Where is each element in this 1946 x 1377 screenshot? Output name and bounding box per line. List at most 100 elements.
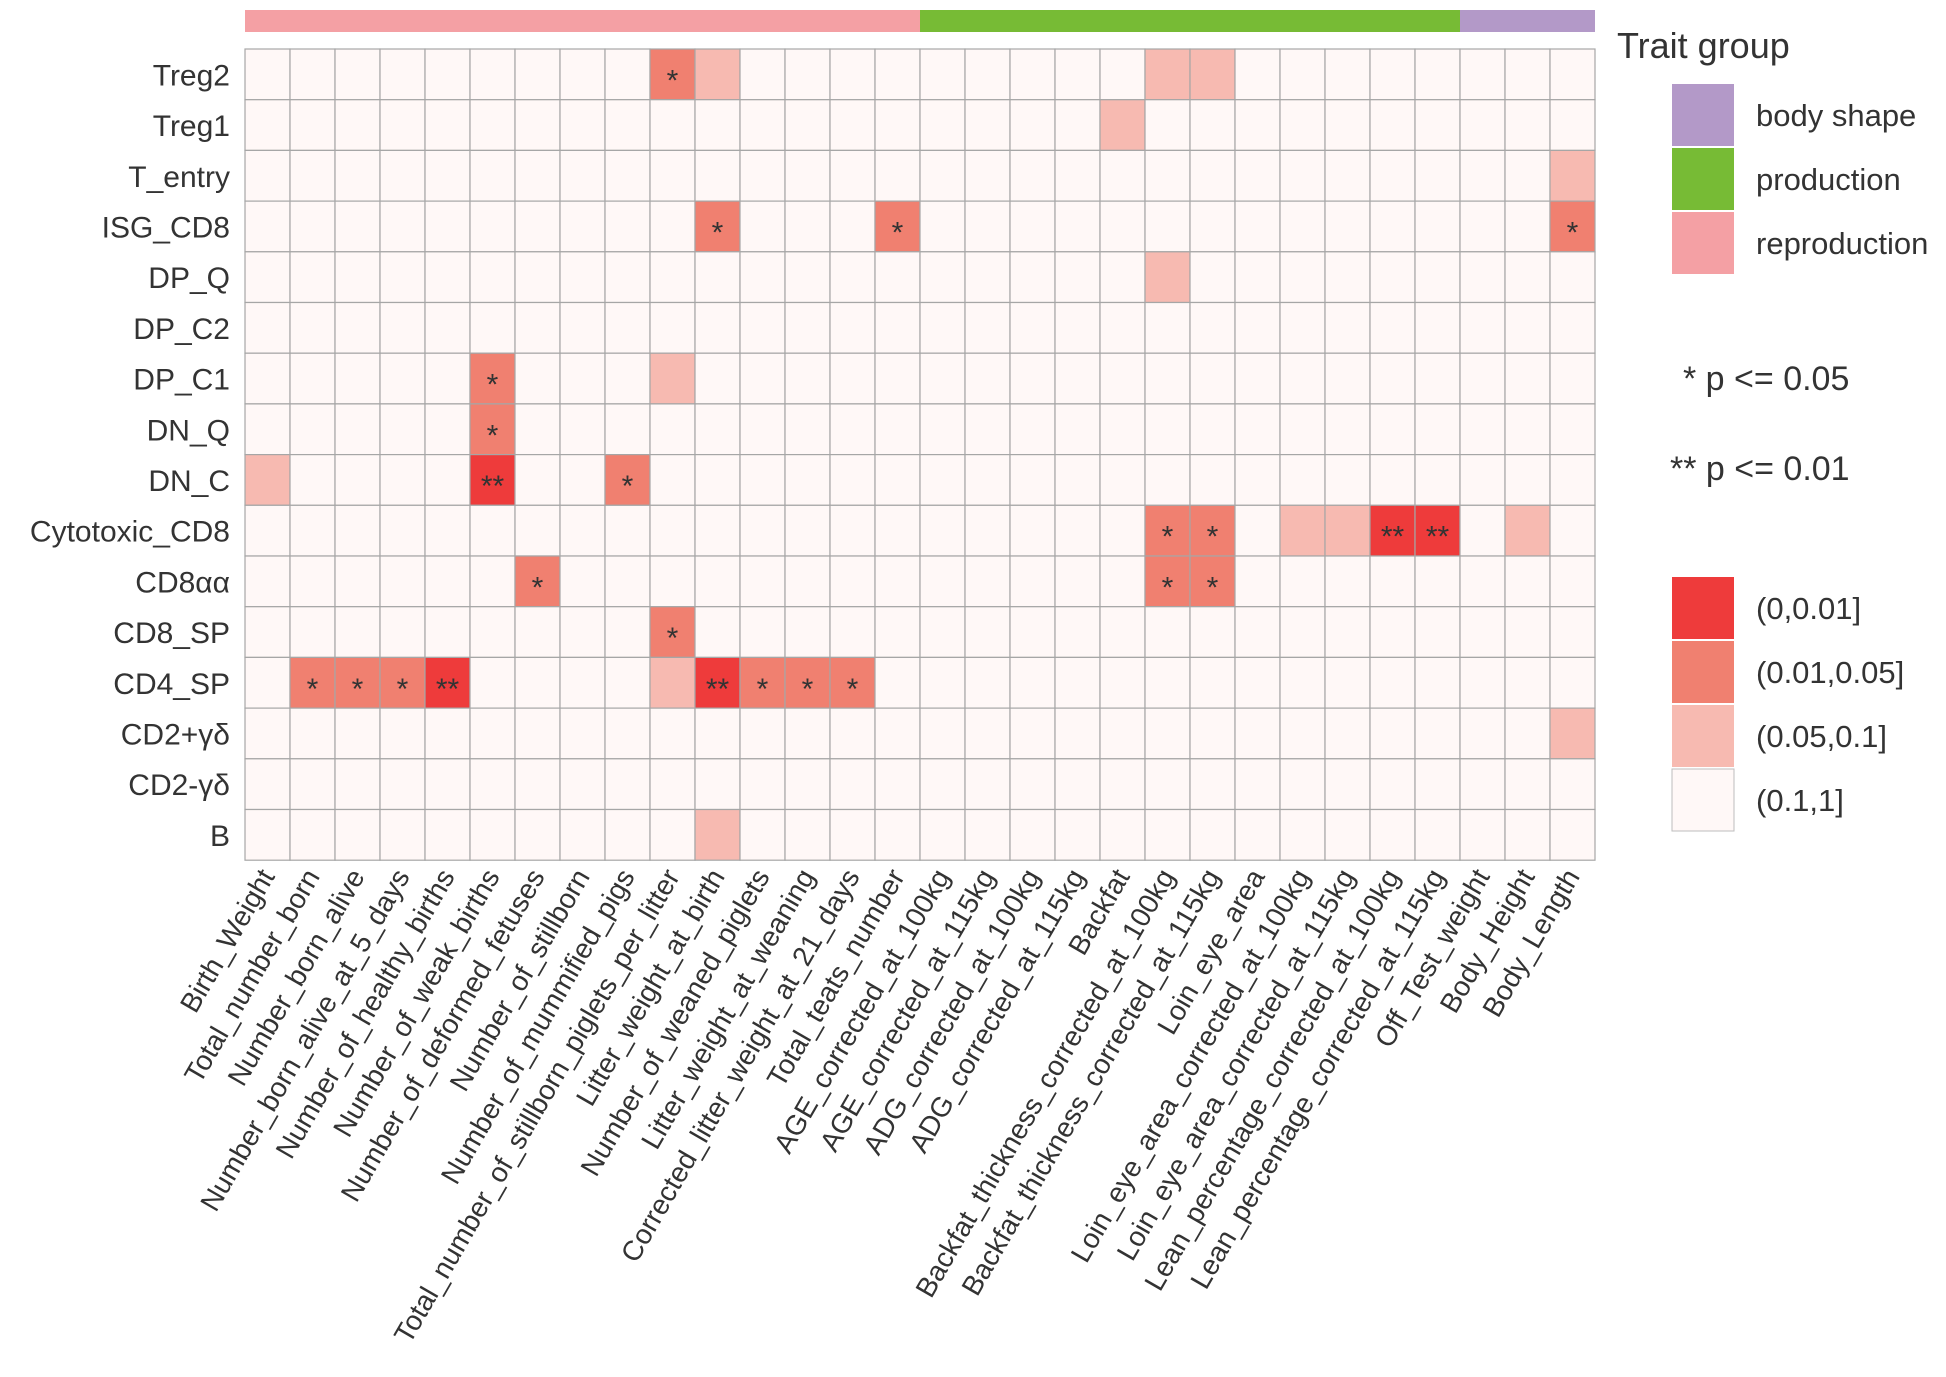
cell-t-entry-number-born-alive [334,149,381,202]
cell-dn-q-number-of-weak-births [469,403,516,456]
cell-treg1-backfat-thickness-corrected-at-100kg [1144,99,1191,151]
cell-cytotoxic-cd8-backfat [1099,504,1146,557]
cell-cd8-sp-backfat [1099,606,1146,659]
legend-label-reproduction: reproduction [1756,226,1928,261]
cell-dp-c2-off-test-weight [1459,301,1506,354]
cell-b-backfat-thickness-corrected-at-100kg [1144,808,1191,861]
cell-treg2-lean-percentage-corrected-at-115kg [1414,48,1461,101]
cell-dp-q-lean-percentage-corrected-at-100kg [1369,251,1416,304]
cell-dp-c2-age-corrected-at-115kg [964,301,1011,354]
cell-dn-q-body-length [1549,403,1596,456]
cell-cytotoxic-cd8-corrected-litter-weight-at-21-days [829,504,876,557]
cell-dn-c-number-born-alive-at-5-days [379,454,426,506]
cell-b-loin-eye-area [1234,808,1281,861]
cell-treg1-backfat-thickness-corrected-at-115kg [1189,99,1236,151]
cell-treg2-total-number-born [289,48,336,101]
cell-dn-q-backfat-thickness-corrected-at-115kg [1189,403,1236,456]
trait-group-legend: body shape production reproduction [1672,84,1928,274]
cell-cytotoxic-cd8-total-teats-number [874,504,921,557]
cell-treg1-litter-weight-at-birth [694,99,741,151]
cell-treg2-corrected-litter-weight-at-21-days [829,48,876,101]
row-label-dp-c1: DP_C1 [133,364,230,397]
cell-cd8-number-of-weaned-piglets [739,555,786,608]
legend-label-body-shape: body shape [1756,98,1916,133]
cell-dn-c-total-teats-number [874,454,921,506]
cell-cd8-sp-off-test-weight [1459,606,1506,659]
row-label-t-entry: T_entry [128,161,230,194]
cell-cd8-sp-total-number-born [289,606,336,659]
group-bar-cell-number-of-stillborn [560,10,605,32]
cell-cytotoxic-cd8-number-of-mummified-pigs [604,504,651,557]
cell-dp-c1-number-of-mummified-pigs [604,352,651,405]
group-bar-cell-lean-percentage-corrected-at-115kg [1415,10,1460,32]
cell-dp-c2-lean-percentage-corrected-at-100kg [1369,301,1416,354]
cell-dp-q-birth-weight [244,251,291,304]
cell-cd4-sp-age-corrected-at-100kg [919,656,966,709]
cell-cd8-sp-lean-percentage-corrected-at-100kg [1369,606,1416,659]
cell-dp-q-loin-eye-area-corrected-at-115kg [1324,251,1371,304]
cell-dn-c-birth-weight [244,454,291,506]
cell-cd8-sp-total-number-of-stillborn-piglets-per-litter [649,606,696,659]
cell-cd4-sp-backfat [1099,656,1146,709]
cell-t-entry-age-corrected-at-100kg [919,149,966,202]
cell-dp-c2-loin-eye-area [1234,301,1281,354]
cell-cd2-litter-weight-at-birth [694,707,741,760]
cell-cd2-litter-weight-at-weaning [784,758,831,811]
group-bar-cell-total-teats-number [875,10,920,32]
cell-dp-c2-total-teats-number [874,301,921,354]
cell-cd4-sp-body-height [1504,656,1551,709]
cell-dp-c1-number-born-alive-at-5-days [379,352,426,405]
cell-dp-c1-loin-eye-area-corrected-at-100kg [1279,352,1326,405]
cell-t-entry-number-born-alive-at-5-days [379,149,426,202]
cell-cd8-sp-number-of-deformed-fetuses [514,606,561,659]
cell-treg2-loin-eye-area-corrected-at-115kg [1324,48,1371,101]
cell-isg-cd8-number-of-mummified-pigs [604,200,651,253]
cell-cd2-litter-weight-at-birth [694,758,741,811]
cell-cd4-sp-loin-eye-area-corrected-at-100kg [1279,656,1326,709]
cell-treg1-number-born-alive-at-5-days [379,99,426,151]
cell-dn-q-total-number-of-stillborn-piglets-per-litter [649,403,696,456]
cell-cd2-lean-percentage-corrected-at-100kg [1369,758,1416,811]
cell-dp-c2-number-of-weaned-piglets [739,301,786,354]
group-bar-cell-litter-weight-at-birth [695,10,740,32]
cell-isg-cd8-lean-percentage-corrected-at-100kg [1369,200,1416,253]
cell-cytotoxic-cd8-litter-weight-at-birth [694,504,741,557]
cell-cd2-loin-eye-area-corrected-at-100kg [1279,758,1326,811]
cell-dp-q-backfat-thickness-corrected-at-100kg [1144,251,1191,304]
cell-dp-q-loin-eye-area [1234,251,1281,304]
cell-treg2-number-of-deformed-fetuses [514,48,561,101]
cell-treg1-number-of-stillborn [559,99,606,151]
cell-cd2-age-corrected-at-100kg [919,758,966,811]
cell-cd8-sp-number-of-weak-births [469,606,516,659]
cell-dp-c1-body-length [1549,352,1596,405]
cell-t-entry-body-length [1549,149,1596,202]
cell-cd4-sp-age-corrected-at-115kg [964,656,1011,709]
cell-cd2-body-height [1504,707,1551,760]
cell-b-number-of-healthy-births [424,808,471,861]
cell-cytotoxic-cd8-number-born-alive-at-5-days [379,504,426,557]
cell-cd8-lean-percentage-corrected-at-100kg [1369,555,1416,608]
legend-swatch-reproduction [1672,212,1734,274]
cell-dp-c2-number-of-mummified-pigs [604,301,651,354]
row-label-dp-q: DP_Q [148,262,230,295]
cell-dp-c1-off-test-weight [1459,352,1506,405]
row-label-dn-q: DN_Q [147,414,230,447]
cell-dn-q-loin-eye-area-corrected-at-100kg [1279,403,1326,456]
cell-cd2-loin-eye-area-corrected-at-115kg [1324,758,1371,811]
cell-dp-c2-corrected-litter-weight-at-21-days [829,301,876,354]
row-label-cd2: CD2-γδ [128,769,230,802]
cell-isg-cd8-loin-eye-area-corrected-at-100kg [1279,200,1326,253]
cell-cd8-sp-age-corrected-at-115kg [964,606,1011,659]
bin-label-2: (0.01,0.05] [1756,655,1904,690]
star-treg2-total-number-of-stillborn-piglets-per-litter: * [667,64,679,97]
cell-t-entry-backfat-thickness-corrected-at-100kg [1144,149,1191,202]
row-labels: Treg2 Treg1 T_entry ISG_CD8 DP_Q DP_C2 DP_C1 DN… [30,59,230,852]
cell-cd2-backfat [1099,707,1146,760]
row-label-cd8-sp: CD8_SP [113,617,230,650]
cell-cd2-total-number-of-stillborn-piglets-per-litter [649,758,696,811]
cell-isg-cd8-number-born-alive [334,200,381,253]
cell-dn-c-age-corrected-at-115kg [964,454,1011,506]
cell-t-entry-lean-percentage-corrected-at-115kg [1414,149,1461,202]
cell-cd4-sp-number-born-alive-at-5-days [379,656,426,709]
cell-isg-cd8-number-of-weak-births [469,200,516,253]
